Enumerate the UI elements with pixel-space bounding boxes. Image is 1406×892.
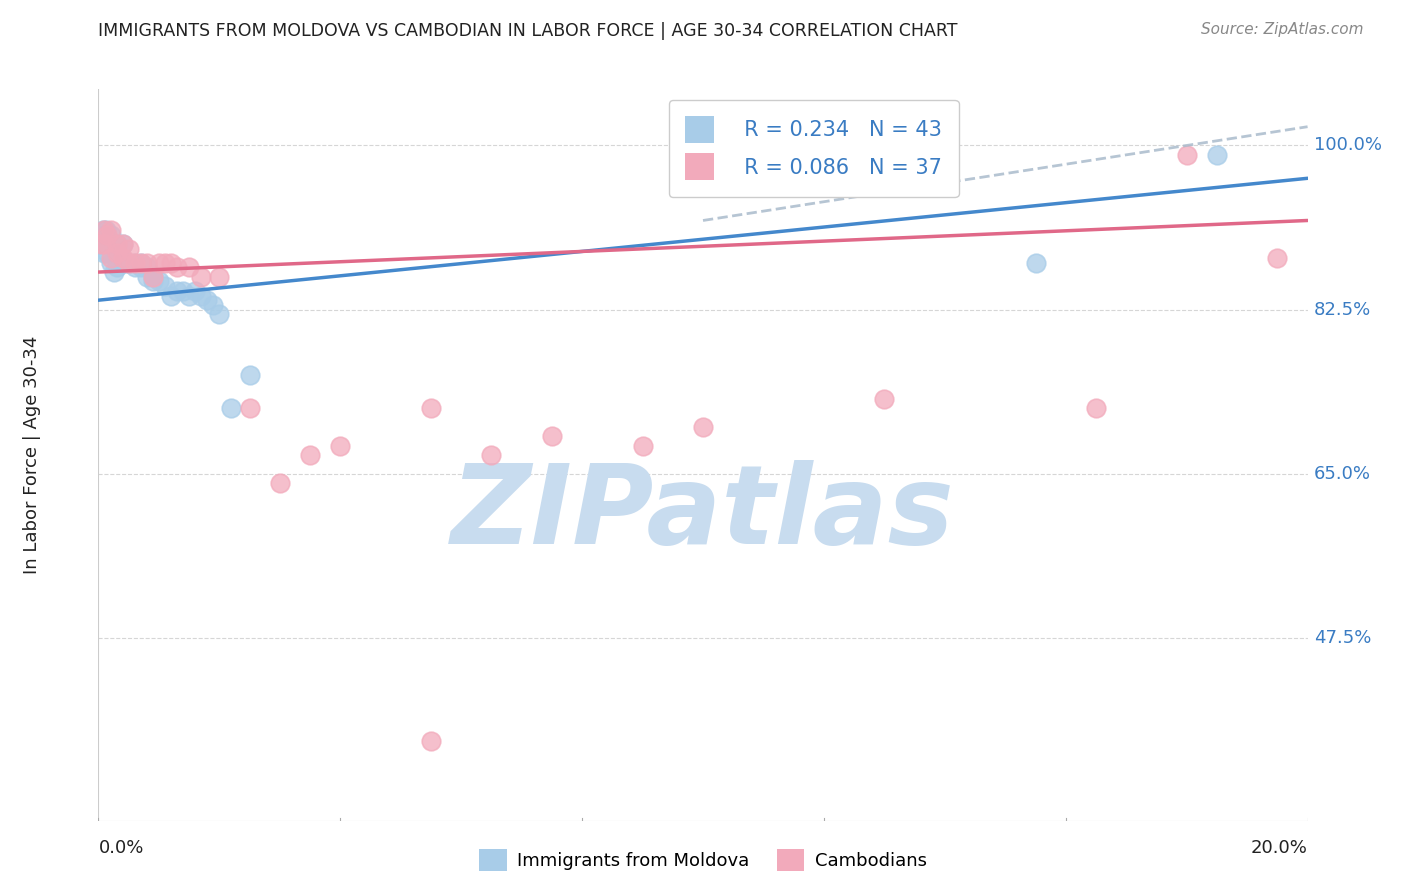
Point — [111, 251, 134, 265]
Point — [100, 255, 122, 269]
Text: Source: ZipAtlas.com: Source: ZipAtlas.com — [1201, 22, 1364, 37]
Point — [221, 401, 243, 415]
Point — [114, 255, 136, 269]
Point — [177, 260, 201, 275]
Point — [94, 223, 117, 237]
Point — [184, 284, 207, 298]
Point — [160, 255, 183, 269]
Point — [148, 275, 170, 289]
Text: 20.0%: 20.0% — [1251, 838, 1308, 857]
Point — [1024, 255, 1046, 269]
Point — [135, 269, 157, 284]
Point — [93, 236, 115, 251]
Point — [873, 392, 896, 406]
Point — [1265, 251, 1288, 265]
Point — [100, 251, 122, 265]
Point — [124, 255, 146, 269]
Text: IMMIGRANTS FROM MOLDOVA VS CAMBODIAN IN LABOR FORCE | AGE 30-34 CORRELATION CHAR: IMMIGRANTS FROM MOLDOVA VS CAMBODIAN IN … — [98, 22, 957, 40]
Point — [100, 227, 122, 242]
Point — [105, 255, 128, 269]
Point — [142, 269, 165, 284]
Text: In Labor Force | Age 30-34: In Labor Force | Age 30-34 — [22, 335, 41, 574]
Text: ZIPatlas: ZIPatlas — [451, 460, 955, 567]
Point — [105, 246, 128, 260]
Point — [177, 288, 201, 302]
Point — [96, 227, 118, 242]
Point — [419, 734, 441, 748]
Legend:   R = 0.234   N = 43,   R = 0.086   N = 37: R = 0.234 N = 43, R = 0.086 N = 37 — [669, 100, 959, 197]
Text: 0.0%: 0.0% — [98, 838, 143, 857]
Point — [93, 227, 115, 242]
Point — [111, 255, 134, 269]
Point — [172, 284, 194, 298]
Point — [105, 236, 128, 251]
Point — [692, 419, 714, 434]
Point — [93, 223, 115, 237]
Point — [93, 246, 115, 260]
Point — [148, 255, 170, 269]
Point — [129, 260, 152, 275]
Point — [108, 251, 131, 265]
Point — [111, 236, 134, 251]
Point — [239, 368, 262, 383]
Point — [166, 260, 188, 275]
Text: 65.0%: 65.0% — [1313, 465, 1371, 483]
Point — [135, 260, 157, 275]
Point — [100, 236, 122, 251]
Point — [118, 255, 141, 269]
Point — [90, 236, 112, 251]
Point — [142, 275, 165, 289]
Point — [100, 223, 122, 237]
Point — [91, 223, 114, 237]
Point — [844, 148, 866, 162]
Point — [153, 279, 176, 293]
Point — [540, 429, 562, 443]
Point — [118, 255, 141, 269]
Point — [208, 269, 231, 284]
Point — [481, 448, 503, 462]
Text: 82.5%: 82.5% — [1313, 301, 1371, 318]
Point — [124, 260, 146, 275]
Point — [105, 260, 128, 275]
Point — [239, 401, 262, 415]
Point — [631, 438, 654, 452]
Point — [299, 448, 322, 462]
Text: 47.5%: 47.5% — [1313, 629, 1371, 647]
Point — [1206, 148, 1229, 162]
Legend: Immigrants from Moldova, Cambodians: Immigrants from Moldova, Cambodians — [472, 842, 934, 879]
Point — [190, 269, 212, 284]
Point — [1175, 148, 1198, 162]
Point — [208, 307, 231, 321]
Point — [329, 438, 352, 452]
Point — [419, 401, 441, 415]
Text: 100.0%: 100.0% — [1313, 136, 1382, 154]
Point — [202, 298, 225, 312]
Point — [160, 288, 183, 302]
Point — [166, 284, 188, 298]
Point — [135, 255, 157, 269]
Point — [124, 255, 146, 269]
Point — [190, 288, 212, 302]
Point — [1085, 401, 1108, 415]
Point — [111, 236, 134, 251]
Point — [103, 265, 125, 279]
Point — [129, 255, 152, 269]
Point — [90, 236, 112, 251]
Point — [269, 476, 291, 491]
Point — [195, 293, 218, 308]
Point — [118, 255, 141, 269]
Point — [118, 242, 141, 256]
Point — [105, 236, 128, 251]
Point — [153, 255, 176, 269]
Point — [96, 246, 118, 260]
Point — [129, 255, 152, 269]
Point — [142, 269, 165, 284]
